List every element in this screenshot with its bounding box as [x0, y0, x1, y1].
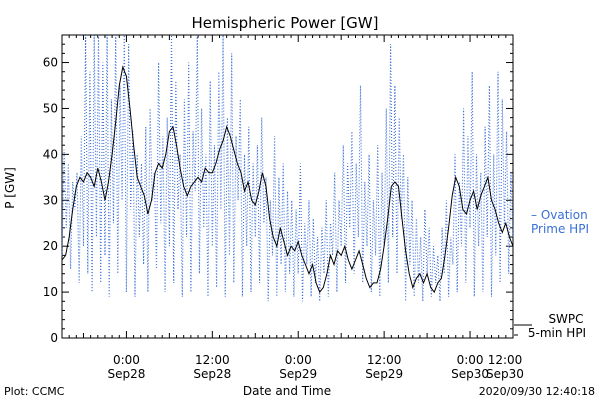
y-tick-label: 60 [43, 56, 58, 70]
legend-swpc-line2: 5-min HPI [528, 326, 586, 340]
y-tick-label: 30 [43, 193, 58, 207]
x-tick-label-time: 12:00 [367, 353, 402, 367]
legend-ovation-line2: Prime HPI [531, 222, 589, 236]
y-axis-label: P [GW] [3, 167, 17, 209]
legend-ovation: – Ovation Prime HPI [531, 208, 589, 236]
x-axis-label: Date and Time [243, 384, 331, 398]
x-tick-label-time: 12:00 [488, 353, 523, 367]
plot-area [61, 34, 514, 339]
y-tick-label: 20 [43, 239, 58, 253]
x-tick-label-date: Sep30 [451, 367, 489, 381]
y-tick-label: 10 [43, 285, 58, 299]
series-ovation-prime-hpi [61, 34, 514, 302]
timestamp: 2020/09/30 12:40:18 [479, 385, 595, 398]
legend-ovation-line1: – Ovation [531, 208, 588, 222]
x-axis: 0:00Sep2812:00Sep280:00Sep2912:00Sep290:… [61, 35, 524, 381]
x-tick-label-time: 0:00 [113, 353, 140, 367]
x-tick-label-date: Sep29 [365, 367, 403, 381]
legend-swpc: SWPC 5-min HPI [514, 312, 586, 340]
x-tick-label-time: 12:00 [195, 353, 230, 367]
x-tick-label-time: 0:00 [285, 353, 312, 367]
x-tick-label-time: 0:00 [457, 353, 484, 367]
legend-swpc-line1: SWPC [548, 312, 583, 326]
x-tick-label-date: Sep28 [193, 367, 231, 381]
y-tick-label: 50 [43, 101, 58, 115]
y-tick-label: 0 [50, 331, 58, 345]
plot-frame [61, 34, 514, 339]
series-swpc-5min-hpi [61, 65, 514, 294]
x-tick-label-date: Sep29 [279, 367, 317, 381]
y-tick-label: 40 [43, 147, 58, 161]
y-axis: 0 10 20 30 40 50 60 [43, 34, 513, 345]
plot-credit: Plot: CCMC [4, 385, 65, 398]
x-tick-label-date: Sep30 [486, 367, 524, 381]
x-tick-label-date: Sep28 [107, 367, 145, 381]
chart-title: Hemispheric Power [GW] [192, 14, 379, 32]
series-layer [61, 34, 514, 302]
